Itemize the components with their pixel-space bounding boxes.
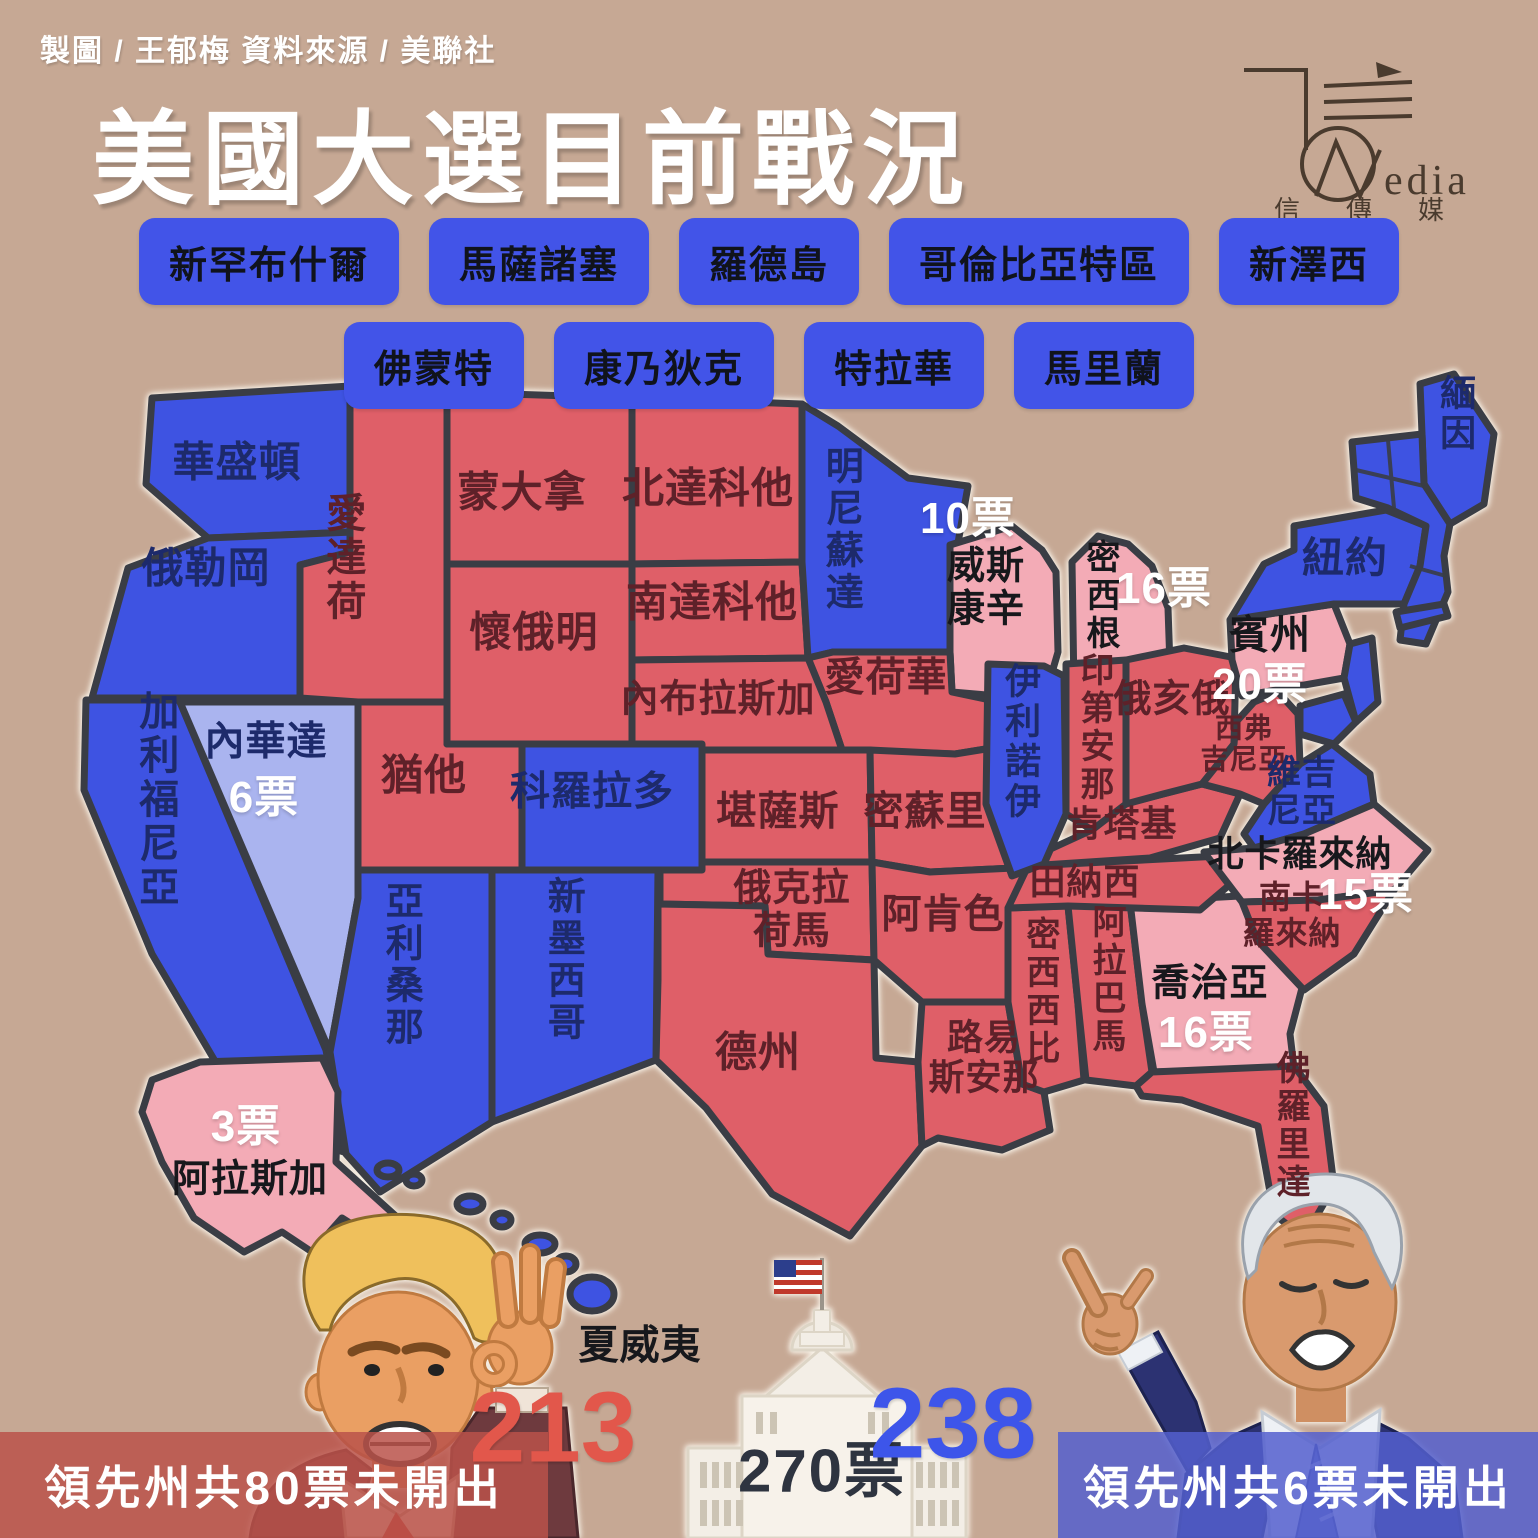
trump-remaining-banner: 領先州共80票未開出	[0, 1432, 548, 1538]
page-title: 美國大選目前戰況	[92, 103, 972, 217]
state-arizona	[326, 866, 496, 1196]
state-south-dakota	[628, 558, 812, 664]
region-pill[interactable]: 新澤西	[1219, 218, 1400, 305]
state-nebraska	[628, 654, 846, 754]
state-north-dakota	[628, 394, 806, 568]
state-wyoming	[443, 560, 636, 748]
state-indiana	[1062, 656, 1130, 834]
state-maryland-delaware	[1296, 690, 1360, 748]
state-montana	[443, 388, 636, 568]
cmmedia-logo: edia 信傳媒	[1226, 52, 1496, 225]
region-pill[interactable]: 哥倫比亞特區	[889, 218, 1190, 305]
state-hawaii	[373, 1159, 618, 1315]
region-pill[interactable]: 馬薩諸塞	[428, 218, 649, 305]
state-new-york	[1226, 506, 1430, 624]
region-pill[interactable]: 佛蒙特	[343, 322, 524, 409]
state-colorado	[518, 740, 706, 874]
credit-line: 製圖 / 王郁梅 資料來源 / 美聯社	[40, 35, 497, 68]
state-south-carolina	[1238, 886, 1398, 994]
svg-text:edia: edia	[1384, 158, 1470, 204]
biden-remaining-banner: 領先州共6票未開出	[1058, 1432, 1538, 1538]
votes-to-win: 270票	[737, 1437, 907, 1505]
region-pill[interactable]: 新罕布什爾	[138, 218, 399, 305]
state-minnesota	[798, 400, 972, 662]
state-west-virginia	[1198, 688, 1304, 808]
new-england-states	[1348, 430, 1454, 648]
region-pill[interactable]: 康乃狄克	[553, 322, 774, 409]
biden-electoral-score: 238	[869, 1367, 1037, 1480]
region-pill[interactable]: 羅德島	[678, 218, 859, 305]
us-flag-icon	[774, 1260, 822, 1294]
trump-electoral-score: 213	[469, 1371, 637, 1484]
capitol-illustration	[686, 1258, 968, 1538]
new-england-border	[1355, 439, 1447, 578]
ne-states-row-2: 佛蒙特 康乃狄克 特拉華 馬里蘭	[0, 322, 1538, 409]
state-new-jersey	[1340, 634, 1382, 726]
state-illinois	[982, 660, 1070, 880]
long-island	[1392, 600, 1452, 632]
state-kansas	[696, 746, 876, 866]
region-pill[interactable]: 馬里蘭	[1014, 322, 1195, 409]
region-pill[interactable]: 特拉華	[804, 322, 985, 409]
state-florida	[1132, 1062, 1338, 1242]
logo-mark-icon: edia	[1244, 62, 1470, 204]
ne-states-row-1: 新罕布什爾 馬薩諸塞 羅德島 哥倫比亞特區 新澤西	[0, 218, 1538, 305]
state-new-mexico	[488, 866, 662, 1126]
